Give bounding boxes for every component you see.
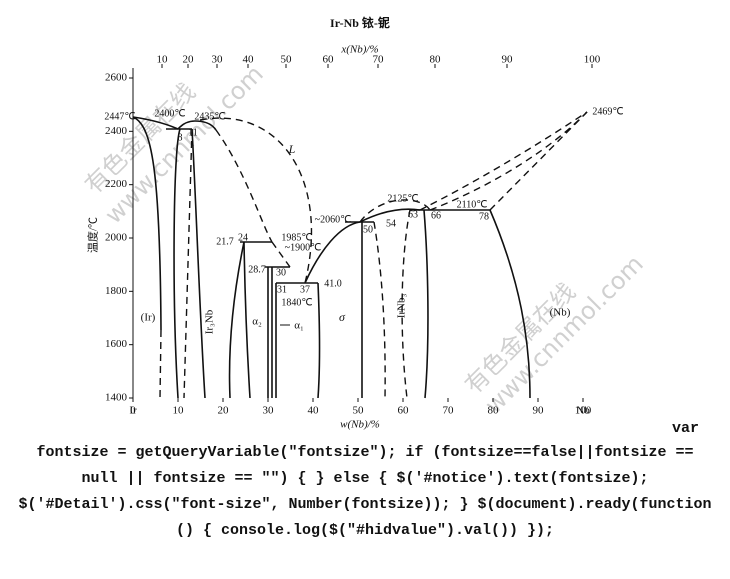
- point-label: 2435℃: [194, 111, 225, 122]
- bottom-tick-label: 100: [575, 405, 592, 417]
- code-text: var fontsize = getQueryVariable("fontsize…: [18, 420, 711, 539]
- liquidus: [215, 129, 273, 243]
- code-line: var: [672, 420, 699, 437]
- point-label: 2110℃: [457, 199, 488, 210]
- top-tick-label: 70: [373, 54, 385, 66]
- left-tick-label: 2000: [105, 232, 128, 244]
- point-label: 2447℃: [104, 111, 135, 122]
- bottom-tick-label: 70: [443, 405, 455, 417]
- end-label: Ir: [129, 405, 137, 417]
- bottom-tick-label: 60: [398, 405, 410, 417]
- bottom-axis-label: w(Nb)/%: [340, 419, 380, 431]
- solidus: [132, 116, 162, 331]
- phase-label: Ir₃Nb: [204, 309, 216, 334]
- top-tick-label: 80: [430, 54, 442, 66]
- phase-label: (Nb): [550, 307, 571, 319]
- point-label: 1985℃: [281, 232, 312, 243]
- phase-label: α₂: [252, 316, 262, 328]
- title: Ir-Nb 铱-铌: [330, 15, 390, 30]
- left-tick-label: 1800: [105, 285, 128, 297]
- liquidus: [359, 199, 431, 223]
- end-label: Nb: [576, 405, 590, 417]
- boundary: [373, 221, 386, 399]
- left-axis-label: 温度/℃: [86, 217, 100, 253]
- solidus: [159, 329, 162, 399]
- point-label: 37: [300, 284, 310, 295]
- top-tick-label: 60: [323, 54, 335, 66]
- point-label: 31: [277, 284, 287, 295]
- boundary: [228, 241, 245, 399]
- code-line: null || fontsize == "") { } else { $('#n…: [81, 470, 648, 487]
- boundary: [423, 209, 429, 399]
- point-label: 2125℃: [387, 193, 418, 204]
- point-label: 11: [188, 127, 198, 138]
- boundary: [173, 128, 181, 399]
- point-label: ~2060℃: [315, 214, 352, 225]
- left-tick-label: 2600: [105, 72, 128, 84]
- bottom-tick-label: 0: [130, 405, 136, 417]
- liquidus: [419, 111, 588, 211]
- top-axis-label: x(Nb)/%: [340, 44, 378, 56]
- top-tick-label: 90: [502, 54, 514, 66]
- point-label: 78: [479, 211, 489, 222]
- point-label: 30: [276, 267, 286, 278]
- top-tick-label: 20: [183, 54, 195, 66]
- bottom-tick-label: 10: [173, 405, 185, 417]
- phase-label: IrNb₃: [396, 294, 408, 319]
- top-tick-label: 100: [584, 54, 601, 66]
- bottom-tick-label: 90: [533, 405, 545, 417]
- liquidus: [177, 120, 217, 131]
- labels: L (Ir) Ir₃Nb α₂ α₁ σ IrNb₃ (Nb) 2447℃ 2400℃ 2435℃ 8…: [104, 106, 623, 334]
- left-tick-label: 1600: [105, 338, 128, 350]
- code-line: $('#Detail').css("font-size", Number(fon…: [18, 496, 711, 513]
- point-label: 41.0: [324, 278, 342, 289]
- bottom-tick-label: 30: [263, 405, 275, 417]
- left-tick-label: 2400: [105, 125, 128, 137]
- point-label: ~1900℃: [285, 242, 322, 253]
- point-label: 50: [363, 224, 373, 235]
- point-label: 28.7: [248, 264, 266, 275]
- liquidus: [199, 117, 313, 284]
- point-label: 1840℃: [281, 297, 312, 308]
- bottom-tick-label: 20: [218, 405, 230, 417]
- boundary: [243, 241, 251, 399]
- phase-label: σ: [339, 310, 346, 324]
- liquidus: [489, 111, 588, 211]
- point-label: 8: [178, 132, 183, 143]
- point-label: 66: [431, 210, 441, 221]
- top-tick-label: 50: [281, 54, 293, 66]
- point-label: 24: [238, 232, 248, 243]
- solidus: [489, 209, 531, 399]
- boundary: [191, 128, 206, 399]
- point-label: 21.7: [216, 236, 234, 247]
- code-line: fontsize = getQueryVariable("fontsize");…: [36, 444, 693, 461]
- phase-label: (Ir): [141, 312, 156, 324]
- liquidus: [429, 111, 588, 211]
- boundary: [271, 241, 291, 268]
- left-tick-label: 1400: [105, 392, 128, 404]
- point-label: 2469℃: [592, 106, 623, 117]
- point-label: 63: [408, 209, 418, 220]
- phase-label: α₁: [294, 320, 304, 332]
- top-tick-label: 40: [243, 54, 255, 66]
- point-label: 54: [386, 218, 396, 229]
- top-tick-label: 10: [157, 54, 169, 66]
- code-line: () { console.log($("#hidvalue").val()) }…: [176, 522, 554, 539]
- boundary: [183, 128, 193, 399]
- bottom-tick-label: 80: [488, 405, 500, 417]
- point-label: 2400℃: [154, 108, 185, 119]
- liquidus: [132, 116, 179, 130]
- top-tick-label: 30: [212, 54, 224, 66]
- bottom-tick-label: 50: [353, 405, 365, 417]
- boundary: [317, 282, 321, 399]
- left-tick-label: 2200: [105, 178, 128, 190]
- phase-label: L: [288, 142, 296, 156]
- bottom-tick-label: 40: [308, 405, 320, 417]
